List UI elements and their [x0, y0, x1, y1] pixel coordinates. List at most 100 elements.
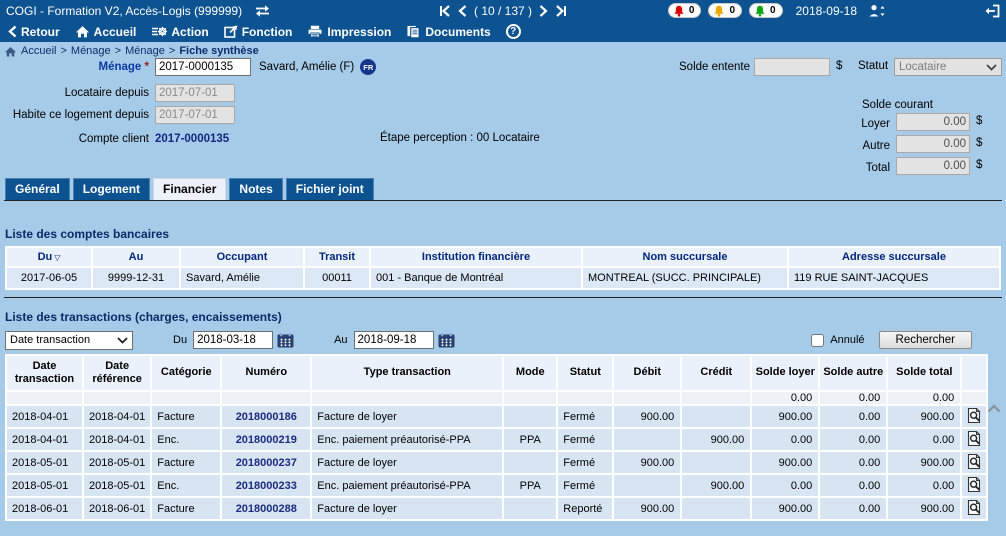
- logout-button[interactable]: [984, 4, 1000, 18]
- previous-record-button[interactable]: [458, 4, 467, 17]
- nav-impression[interactable]: Impression: [307, 25, 391, 39]
- locataire-depuis-input: [155, 84, 235, 102]
- switch-context-button[interactable]: [254, 4, 271, 18]
- first-record-button[interactable]: [438, 4, 451, 17]
- last-page-icon: [556, 4, 567, 17]
- alert-badge-red[interactable]: 0: [667, 3, 702, 18]
- tx-summary-row: 0.00 0.00 0.00: [7, 392, 987, 404]
- annule-label: Annulé: [830, 334, 865, 346]
- bank-header-du[interactable]: Du ▽: [7, 248, 91, 266]
- tx-header-mode: Mode: [504, 356, 557, 390]
- tab-general[interactable]: Général: [5, 178, 70, 200]
- tx-cell-numero[interactable]: 2018000237: [222, 452, 311, 473]
- nav-fonction[interactable]: Fonction: [223, 25, 292, 39]
- section-divider: [4, 297, 1002, 298]
- transactions-header-row: Date transaction Date référence Catégori…: [7, 356, 987, 390]
- document-search-icon: [967, 476, 980, 492]
- tx-cell-debit: [614, 475, 681, 496]
- app-title: COGI - Formation V2, Accès-Logis (999999…: [6, 3, 243, 18]
- tx-row: 2018-04-01 2018-04-01 Enc. 2018000219 Enc. p…: [7, 429, 987, 450]
- tx-cell-statut: Reporté: [558, 498, 613, 519]
- occupant-name: Savard, Amélie (F): [259, 61, 355, 73]
- tx-cell-solde_total: 0.00: [888, 475, 961, 496]
- rechercher-button[interactable]: Rechercher: [878, 331, 972, 349]
- tx-cell-solde_autre: 0.00: [820, 475, 887, 496]
- titlebar-right: 0 0 0 2018-09-18: [667, 3, 1000, 18]
- table-scrollbar-up[interactable]: [987, 404, 1001, 416]
- breadcrumb-link-menage-2[interactable]: Ménage: [125, 45, 165, 57]
- help-button[interactable]: ?: [505, 24, 521, 39]
- tx-cell-solde_loyer: 0.00: [752, 392, 819, 404]
- annule-checkbox[interactable]: [811, 333, 825, 347]
- filter-type-value: Date transaction: [10, 334, 91, 346]
- tx-header-debit: Débit: [614, 356, 681, 390]
- alert-badge-yellow[interactable]: 0: [708, 3, 743, 18]
- compte-client-link[interactable]: 2017-0000135: [155, 133, 230, 145]
- habite-logement-input: [155, 106, 235, 124]
- bank-cell-au: 9999-12-31: [93, 268, 179, 288]
- tx-cell-numero[interactable]: 2018000219: [222, 429, 311, 450]
- breadcrumb-separator: >: [114, 45, 122, 57]
- date-to-input[interactable]: [353, 331, 434, 349]
- tab-logement[interactable]: Logement: [72, 178, 151, 200]
- tx-cell-date_transaction: 2018-04-01: [7, 429, 82, 450]
- tx-cell-numero[interactable]: 2018000186: [222, 406, 311, 427]
- tx-detail-button[interactable]: [962, 452, 987, 473]
- last-record-button[interactable]: [555, 4, 568, 17]
- action-gear-icon: [152, 26, 168, 37]
- alert-badge-green[interactable]: 0: [749, 3, 783, 18]
- nav-retour[interactable]: Retour: [8, 25, 60, 39]
- tx-detail-button[interactable]: [962, 429, 987, 450]
- tab-financier[interactable]: Financier: [153, 178, 227, 200]
- autre-label: Autre: [862, 140, 891, 152]
- breadcrumb-link-accueil[interactable]: Accueil: [21, 45, 57, 57]
- dollar-sign: $: [976, 137, 983, 149]
- transactions-filter-bar: Date transaction Du Au Annulé Rechercher: [5, 330, 972, 350]
- language-fr-badge: FR: [360, 59, 377, 75]
- nav-action[interactable]: Action: [151, 24, 209, 39]
- tx-cell-debit: [614, 429, 681, 450]
- menage-input[interactable]: [155, 58, 251, 76]
- nav-documents[interactable]: Documents: [406, 25, 491, 39]
- tx-detail-button[interactable]: [962, 498, 987, 519]
- tx-detail-button[interactable]: [962, 475, 987, 496]
- breadcrumb-separator: >: [168, 45, 176, 57]
- tab-notes[interactable]: Notes: [229, 178, 283, 200]
- nav-accueil[interactable]: Accueil: [75, 25, 136, 39]
- date-from-input[interactable]: [193, 331, 274, 349]
- date-to-calendar-button[interactable]: [438, 332, 455, 348]
- next-record-button[interactable]: [539, 4, 548, 17]
- bank-cell-adresse: 119 RUE SAINT-JACQUES: [789, 268, 999, 288]
- transactions-table: Date transaction Date référence Catégori…: [5, 354, 989, 521]
- tx-detail-button[interactable]: [962, 406, 987, 427]
- tx-cell-numero[interactable]: 2018000233: [222, 475, 311, 496]
- user-menu-button[interactable]: [868, 4, 886, 18]
- bank-header-occupant: Occupant: [181, 248, 303, 266]
- tx-cell-numero[interactable]: 2018000288: [222, 498, 311, 519]
- bank-header-institution: Institution financière: [371, 248, 581, 266]
- statut-value: Locataire: [899, 61, 947, 73]
- tx-cell-categorie: [152, 392, 221, 404]
- date-from-calendar-button[interactable]: [277, 332, 294, 348]
- nav-label: Action: [171, 24, 209, 39]
- tx-header-date-reference: Date référence: [84, 356, 151, 390]
- tx-header-numero: Numéro: [222, 356, 311, 390]
- tx-cell-categorie: Enc.: [152, 429, 221, 450]
- tx-cell-debit: [614, 392, 681, 404]
- bank-section-title: Liste des comptes bancaires: [5, 227, 170, 241]
- tx-cell-categorie: Facture: [152, 452, 221, 473]
- tx-cell-debit: 900.00: [614, 498, 681, 519]
- tx-cell-date_transaction: 2018-05-01: [7, 475, 82, 496]
- logout-icon: [985, 4, 1000, 17]
- tx-cell-solde_loyer: 900.00: [752, 452, 819, 473]
- filter-type-select[interactable]: Date transaction: [5, 330, 133, 350]
- tx-cell-date_transaction: 2018-04-01: [7, 406, 82, 427]
- tab-fichier-joint[interactable]: Fichier joint: [285, 178, 374, 200]
- tx-cell-credit: [682, 498, 751, 519]
- tx-cell-credit: [682, 406, 751, 427]
- alert-count: 0: [688, 5, 695, 16]
- breadcrumb-link-menage-1[interactable]: Ménage: [70, 45, 111, 57]
- back-chevron-icon: [8, 25, 17, 38]
- document-search-icon: [967, 453, 980, 469]
- bell-yellow-icon: [715, 5, 724, 17]
